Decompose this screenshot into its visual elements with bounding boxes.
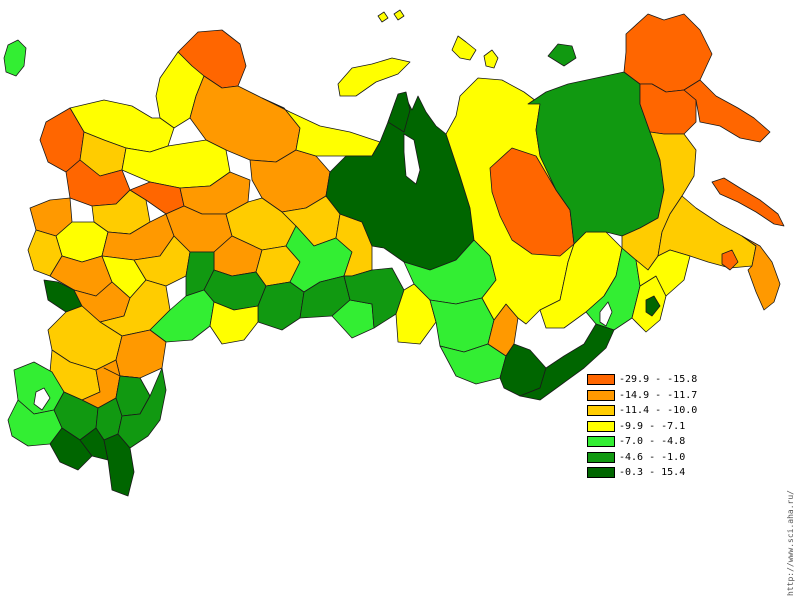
legend-item: -9.9 - -7.1 [587, 419, 707, 435]
legend-item: -0.3 - 15.4 [587, 465, 707, 481]
legend-label: -14.9 - -11.7 [619, 389, 698, 401]
region-bashkortostan [257, 281, 305, 331]
legend-item: -29.9 - -15.8 [587, 372, 707, 388]
legend-label: -4.6 - -1.0 [619, 451, 686, 463]
legend-item: -7.0 - -4.8 [587, 434, 707, 450]
legend-label: -11.4 - -10.0 [619, 405, 698, 417]
russia-regions-map [3, 9, 785, 497]
region-severnaya-zemlya [451, 35, 477, 61]
region-yamal-peninsula [387, 91, 411, 133]
region-altai-krai [439, 343, 507, 385]
legend-label: -9.9 - -7.1 [619, 420, 686, 432]
source-credit: http://www.sci.aha.ru/ [786, 490, 795, 596]
legend-item: -14.9 - -11.7 [587, 388, 707, 404]
region-koryak [683, 79, 771, 143]
region-astrakhan [117, 367, 167, 449]
legend-label: -0.3 - 15.4 [619, 467, 686, 479]
legend-swatch [587, 451, 615, 463]
legend-item: -4.6 - -1.0 [587, 450, 707, 466]
map-legend: -29.9 - -15.8 -14.9 - -11.7 -11.4 - -10.… [587, 372, 707, 481]
region-amur-small [645, 295, 661, 317]
region-sakhalin-coast [741, 235, 781, 311]
region-taymyr-island [337, 57, 411, 97]
legend-swatch [587, 420, 615, 432]
lake-south [33, 387, 51, 411]
region-primorye [635, 249, 691, 297]
legend-label: -7.0 - -4.8 [619, 436, 686, 448]
region-omsk [343, 267, 405, 329]
region-kamchatka [711, 177, 785, 227]
region-volgograd [115, 329, 167, 379]
region-kemerovo [429, 297, 495, 353]
region-arctic-island-2 [483, 49, 499, 69]
region-jewish [721, 249, 739, 271]
lake-baikal [599, 301, 613, 327]
region-magadan [639, 83, 697, 135]
region-kaliningrad [3, 39, 27, 77]
legend-swatch [587, 405, 615, 417]
legend-label: -29.9 - -15.8 [619, 374, 698, 386]
region-new-siberian [547, 43, 577, 67]
region-evenkia [489, 147, 575, 257]
legend-swatch [587, 374, 615, 386]
region-island-ne2 [393, 9, 405, 21]
legend-swatch [587, 389, 615, 401]
legend-swatch [587, 436, 615, 448]
region-orenburg [209, 301, 259, 345]
region-zabaykalsky [519, 323, 615, 401]
legend-swatch [587, 467, 615, 479]
legend-item: -11.4 - -10.0 [587, 403, 707, 419]
gulf-ob [403, 133, 421, 185]
region-island-ne1 [377, 11, 389, 23]
